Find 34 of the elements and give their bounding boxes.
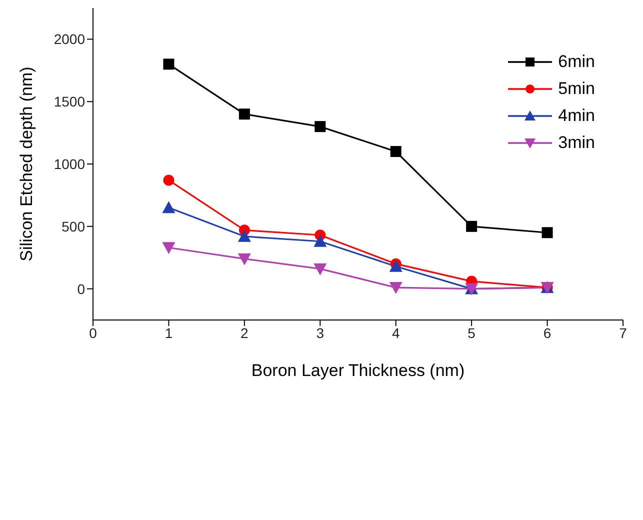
y-tick-label: 2000 [54,31,86,48]
point [314,121,326,132]
x-tick-label: 2 [240,324,249,341]
x-tick-label: 0 [89,324,98,341]
point [389,282,402,294]
legend-label: 5min [558,78,595,98]
point [390,146,402,158]
point [466,220,478,232]
point [162,201,176,214]
legend-label: 4min [558,106,595,126]
point [238,230,251,242]
point [314,263,327,276]
y-tick-label: 0 [77,280,86,297]
legend-label: 6min [558,52,595,72]
point [314,234,327,247]
point [163,58,174,70]
y-axis-title: Silicon Etched depth (nm) [17,66,36,262]
x-tick-label: 5 [468,324,476,341]
x-tick-label: 4 [392,324,400,341]
x-tick-label: 1 [164,324,173,341]
x-tick-label: 3 [316,324,324,341]
legend-label: 3min [558,132,595,152]
point [389,260,402,272]
point [238,253,251,266]
point [162,242,176,254]
y-tick-label: 500 [62,218,86,234]
point [238,108,250,120]
point [163,174,174,186]
x-axis-title: Boron Layer Thickness (nm) [251,361,465,380]
y-tick-label: 1000 [54,156,86,172]
point [542,227,553,238]
x-tick-label: 6 [543,324,552,341]
x-tick-label: 7 [619,324,628,341]
y-tick-label: 1500 [54,94,86,110]
